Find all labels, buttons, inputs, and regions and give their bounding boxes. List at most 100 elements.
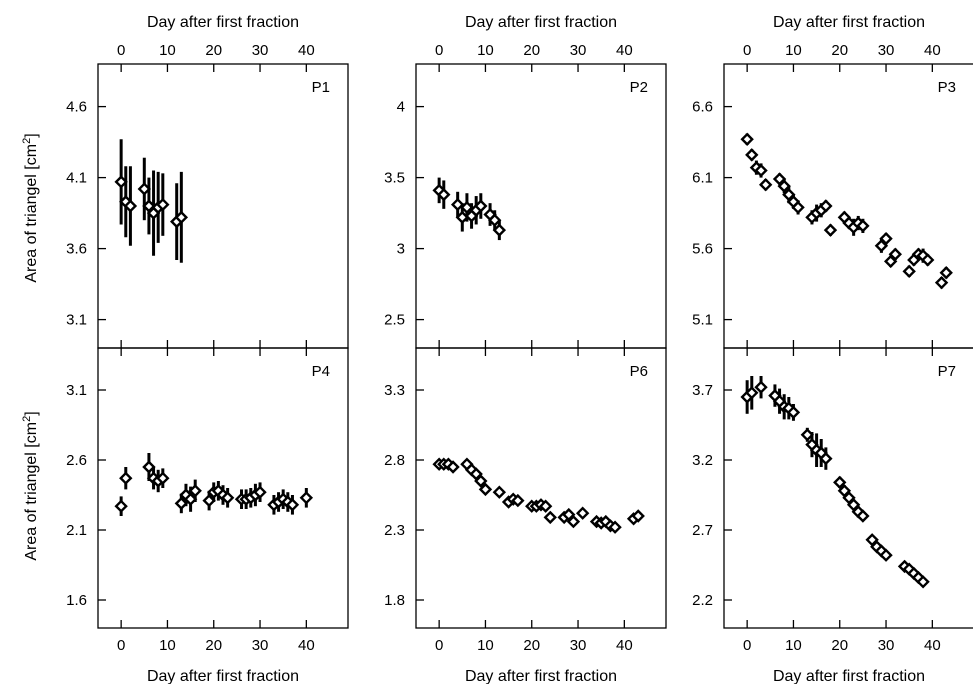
data-point — [492, 485, 507, 499]
panel-label-p3: P3 — [938, 79, 956, 96]
data-point — [478, 482, 493, 497]
data-point — [819, 199, 833, 213]
data-point — [777, 179, 791, 193]
panel-p1: 0 10 20 30 40 Day after first fraction 3.1 3.6 4… — [66, 14, 349, 349]
x-tick-label: 40 — [298, 42, 315, 59]
y-tick-label: 3 — [397, 241, 405, 258]
x-tick-label: 30 — [570, 637, 587, 654]
y-tick-label: 2.1 — [66, 522, 87, 539]
data-point — [220, 491, 235, 505]
x-tick-label: 20 — [205, 637, 222, 654]
x-tick-label: 40 — [298, 637, 315, 654]
data-point — [745, 148, 759, 162]
x-tick-label: 20 — [205, 42, 222, 59]
y-tick-label: 2.3 — [384, 522, 405, 539]
panel-frame-p4 — [97, 347, 349, 629]
data-point — [939, 266, 953, 280]
data-point — [156, 197, 170, 212]
data-point — [123, 199, 138, 213]
data-point — [299, 491, 314, 505]
data-point — [916, 575, 930, 589]
x-axis-title: Day after first fraction — [465, 668, 617, 684]
x-tick-label: 30 — [878, 42, 895, 59]
x-tick-label: 40 — [616, 637, 633, 654]
data-point — [833, 475, 847, 490]
data-point — [575, 506, 590, 520]
data-point — [566, 514, 581, 529]
x-tick-label: 20 — [523, 42, 540, 59]
data-point — [474, 474, 488, 488]
y-tick-label: 6.6 — [692, 99, 713, 116]
data-point — [608, 520, 622, 534]
panel-p7: 0 10 20 30 40 Day after first fraction 2.2 2.7 3… — [692, 347, 973, 684]
data-point — [754, 380, 768, 394]
x-tick-label: 0 — [435, 637, 443, 654]
panel-p4: 0 10 20 30 40 Day after first fraction 1.6 2.1 2… — [66, 347, 349, 684]
x-tick-label: 0 — [743, 42, 751, 59]
data-point — [119, 471, 133, 485]
x-axis-title: Day after first fraction — [773, 14, 925, 31]
data-point — [888, 247, 902, 261]
y-tick-label: 1.6 — [66, 592, 87, 609]
data-point — [754, 163, 768, 178]
x-tick-label: 30 — [878, 637, 895, 654]
data-point — [758, 178, 773, 192]
data-point — [114, 499, 128, 513]
y-tick-label: 3.2 — [692, 452, 713, 469]
y-tick-label: 4 — [397, 99, 405, 116]
x-tick-label: 30 — [252, 42, 269, 59]
data-point — [772, 172, 787, 186]
panel-p3: 0 10 20 30 40 Day after first fraction 5.1 5.6 6… — [692, 14, 973, 349]
x-tick-label: 0 — [743, 637, 751, 654]
panel-label-p7: P7 — [938, 363, 956, 380]
data-point — [823, 223, 838, 237]
y-tick-label: 2.2 — [692, 592, 713, 609]
data-point — [902, 264, 916, 279]
panel-label-p6: P6 — [630, 363, 648, 380]
panel-label-p2: P2 — [630, 79, 648, 96]
data-point — [437, 187, 451, 202]
data-point — [450, 197, 465, 212]
data-point — [285, 498, 300, 512]
panel-p2: 0 10 20 30 40 Day after first fraction 2.5 3 3.5… — [384, 14, 667, 349]
x-tick-label: 0 — [117, 637, 125, 654]
x-axis-title: Day after first fraction — [147, 668, 299, 684]
y-tick-label: 5.1 — [692, 312, 713, 329]
y-tick-label: 4.1 — [66, 170, 87, 187]
data-point — [474, 199, 488, 213]
x-tick-label: 40 — [924, 637, 941, 654]
data-point — [740, 132, 754, 146]
x-tick-label: 10 — [785, 637, 802, 654]
y-tick-label: 3.6 — [66, 241, 87, 258]
data-point — [921, 253, 935, 267]
data-point — [446, 460, 460, 474]
y-tick-label: 3.3 — [384, 382, 405, 399]
data-point — [492, 223, 507, 237]
x-tick-label: 10 — [477, 637, 494, 654]
x-tick-label: 20 — [831, 42, 848, 59]
y-tick-label: 5.6 — [692, 241, 713, 258]
x-tick-label: 0 — [435, 42, 443, 59]
x-tick-label: 30 — [252, 637, 269, 654]
y-tick-label: 3.7 — [692, 382, 713, 399]
y-tick-label: 4.6 — [66, 99, 87, 116]
data-point — [511, 493, 525, 508]
x-axis-title: Day after first fraction — [465, 14, 617, 31]
y-tick-label: 3.1 — [66, 312, 87, 329]
data-point — [791, 200, 805, 215]
panel-label-p1: P1 — [312, 79, 330, 96]
y-tick-label: 2.8 — [384, 452, 405, 469]
x-tick-label: 20 — [831, 637, 848, 654]
data-point — [156, 471, 170, 485]
data-point — [188, 484, 202, 498]
panel-frame-p7 — [723, 347, 973, 629]
y-tick-label: 2.7 — [692, 522, 713, 539]
y-tick-label: 1.8 — [384, 592, 405, 609]
x-axis-title: Day after first fraction — [773, 668, 925, 684]
data-point — [253, 485, 267, 499]
data-point — [856, 219, 870, 233]
x-tick-label: 20 — [523, 637, 540, 654]
data-point — [782, 187, 796, 202]
y-tick-label: 3.5 — [384, 170, 405, 187]
x-tick-label: 10 — [785, 42, 802, 59]
